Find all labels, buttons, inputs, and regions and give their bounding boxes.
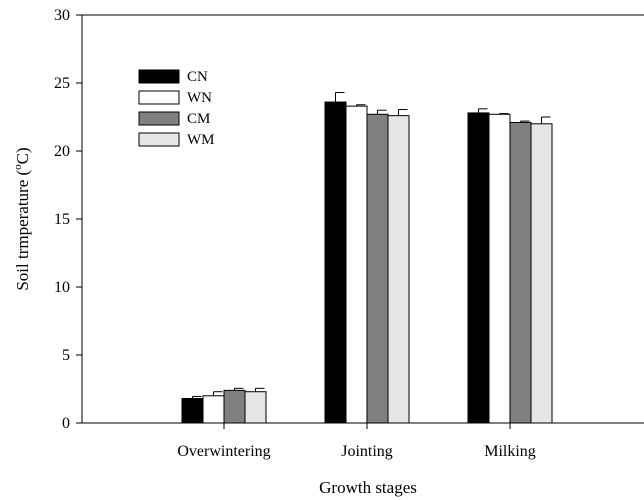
bar-WN-2 (488, 113, 511, 424)
legend-label-CN: CN (187, 69, 208, 85)
y-axis-title-main: Soil trmperature ( (13, 169, 32, 290)
legend-swatch-WN (138, 90, 180, 105)
y-tick-label-0: 0 (62, 415, 70, 432)
bar-WM-0 (244, 391, 267, 424)
bars-layer (181, 101, 553, 424)
x-tick-label-0: Overwintering (177, 443, 270, 460)
y-tick-label-6: 30 (54, 7, 70, 24)
legend-label-WN: WN (187, 90, 212, 106)
bar-CN-1 (324, 101, 347, 424)
y-tick-label-2: 10 (54, 279, 70, 296)
y-axis-title-tail: C) (13, 147, 32, 164)
y-ticks: 0 5 10 15 20 25 30 (54, 7, 82, 432)
legend-swatch-WM (138, 132, 180, 147)
legend-swatch-CN (138, 69, 180, 84)
y-tick-label-5: 25 (54, 75, 70, 92)
error-bars-layer (192, 92, 551, 399)
bar-CM-1 (366, 113, 389, 424)
y-axis-title-degree: o (12, 164, 24, 170)
bar-WM-1 (387, 115, 410, 424)
legend: CN WN CM WM (138, 69, 215, 148)
x-tick-label-2: Milking (484, 443, 536, 460)
legend-label-WM: WM (187, 132, 215, 148)
bar-CM-0 (223, 389, 246, 424)
bar-WN-0 (202, 395, 225, 424)
y-axis-title: Soil trmperature (oC) (12, 147, 32, 290)
legend-label-CM: CM (187, 111, 210, 127)
bar-WN-1 (345, 105, 368, 424)
bar-CN-2 (467, 112, 490, 424)
bar-CM-2 (509, 121, 532, 424)
bar-CN-0 (181, 398, 204, 424)
y-tick-label-3: 15 (54, 211, 70, 228)
y-tick-label-4: 20 (54, 143, 70, 160)
legend-swatch-CM (138, 111, 180, 126)
bar-WM-2 (530, 123, 553, 424)
x-axis-title: Growth stages (319, 478, 417, 497)
x-tick-label-1: Jointing (341, 443, 393, 460)
y-tick-label-1: 5 (62, 347, 70, 364)
x-ticks: Overwintering Jointing Milking (177, 423, 536, 460)
